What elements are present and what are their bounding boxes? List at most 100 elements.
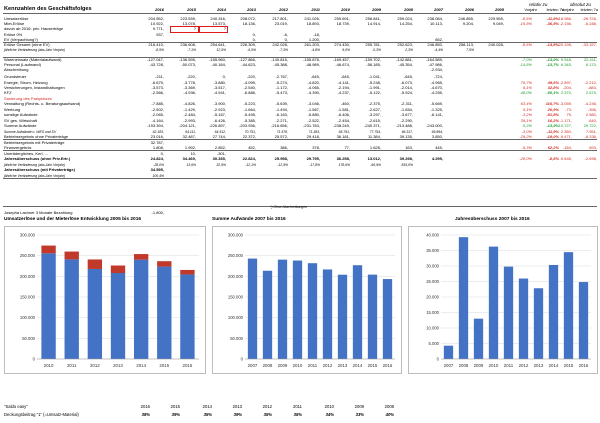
- value-cell: 242.028,: [272, 42, 288, 47]
- relative-vorjahr: -8,5%: [521, 16, 532, 21]
- value-cell: 204.552,: [148, 16, 164, 21]
- value-cell: -48.989,: [305, 62, 320, 67]
- bar-chart: 0 50.000 100.000 150.000 200.000 250.000 300.0…: [20, 233, 199, 368]
- relative-vorjahr: 39,1%: [520, 118, 532, 123]
- value-cell: -4.065,: [307, 85, 320, 90]
- value-cell: 10,: [190, 151, 196, 156]
- value-cell: -6.426,: [213, 118, 226, 123]
- x-tick-label: 2011: [504, 363, 514, 368]
- absolute-vorjahr: -1.171,: [559, 118, 572, 123]
- absolute-vorjahr: -20.198,: [557, 42, 572, 47]
- value-cell: 32,9%: [216, 163, 226, 167]
- value-cell: -12,1%: [245, 163, 256, 167]
- row-label: Versicherungen, Instandhaltungen: [4, 85, 65, 90]
- x-tick-label: 2016: [579, 363, 589, 368]
- bar: [503, 266, 514, 359]
- absolute-vorjahr: 79,: [566, 112, 572, 117]
- value-cell: -2.767,: [275, 74, 288, 79]
- value-cell: -231.783,: [303, 123, 320, 128]
- bar: [157, 266, 172, 359]
- relative-7a: -11,9%: [546, 129, 559, 134]
- value-cell: 255.691,: [334, 16, 350, 21]
- row-label: jährliche Veränderung (abs.Jahr Vorjahr): [4, 174, 65, 178]
- absolute-vorjahr: 10.727,: [558, 123, 572, 128]
- value-cell: 9.049,: [492, 21, 504, 26]
- value-cell: 77,: [344, 145, 350, 150]
- year-header: 2006: [465, 7, 474, 12]
- value-cell: 246.850,: [427, 42, 443, 47]
- x-tick-label: 2012: [519, 363, 529, 368]
- row-label: Verwaltung (Rechts- u. Beratungsaufwand): [4, 101, 81, 106]
- value-cell: 64.512,: [214, 130, 226, 134]
- value-cell: -4.941,: [213, 90, 226, 95]
- relative-vorjahr: 76,7%: [520, 80, 532, 85]
- y-tick-label: 300.000: [20, 233, 36, 238]
- chart-title: Jahresüberschuss 2007 bis 2016: [455, 217, 530, 222]
- bar: [180, 269, 195, 275]
- absolute-7a: -6.336,: [584, 134, 597, 139]
- relative-7a: 20,9%: [547, 107, 559, 112]
- row-label: Summe Aufwände: [4, 123, 37, 128]
- x-tick-label: 2013: [534, 363, 544, 368]
- value-cell: 18.136,: [242, 21, 256, 26]
- erlose-change-value: 12,5%: [216, 48, 226, 52]
- absolute-vorjahr: -18.986,: [557, 16, 572, 21]
- x-tick-label: 2015: [159, 363, 169, 368]
- value-cell: 100,4%: [152, 174, 165, 178]
- value-cell: 62.183,: [152, 130, 164, 134]
- bar: [157, 261, 172, 267]
- value-cell: 0,: [222, 74, 226, 79]
- row-separator: [3, 150, 597, 151]
- value-cell: 39.298,: [399, 156, 413, 161]
- value-cell: -5.669,: [430, 101, 443, 106]
- value-cell: -18,: [313, 32, 320, 37]
- value-cell: 10.113,: [429, 21, 443, 26]
- value-cell: -2.065,: [151, 112, 164, 117]
- value-cell: -4.099,: [243, 80, 256, 85]
- relative-vorjahr: -16,5%: [519, 21, 532, 26]
- value-cell: -6.886,: [243, 90, 256, 95]
- value-cell: -2.522,: [307, 118, 320, 123]
- value-cell: 261.203,: [304, 42, 320, 47]
- value-cell: -226.897,: [209, 123, 226, 128]
- bar: [382, 279, 393, 359]
- relative-7a: -13,0%: [546, 57, 559, 62]
- value-cell: -5.880,: [307, 112, 320, 117]
- value-cell: -301,: [216, 151, 226, 156]
- deckungsbeitrag-label: Deckungsbeitrag "1" (=Umsatz-Material): [4, 412, 79, 417]
- value-cell: 30.335,: [212, 156, 226, 161]
- y-tick-label: 100.000: [228, 315, 244, 320]
- y-tick-label: 200.000: [20, 274, 36, 279]
- value-cell: -169.457,: [333, 57, 350, 62]
- value-cell: -50.073,: [181, 62, 196, 67]
- x-tick-label: 2009: [474, 363, 484, 368]
- year-header: 2015: [187, 7, 196, 12]
- value-cell: -4.670,: [430, 85, 443, 90]
- value-cell: -645,: [340, 74, 350, 79]
- value-cell: -5.274,: [275, 80, 288, 85]
- x-tick-label: 2012: [90, 363, 100, 368]
- value-cell: 23.019,: [274, 21, 288, 26]
- row-label: Energie, Strom, Heizung: [4, 80, 48, 85]
- absolute-7a: -26.726,: [582, 16, 597, 21]
- x-tick-label: 2007: [444, 363, 454, 368]
- value-cell: -6.406,: [337, 112, 350, 117]
- value-cell: -6.073,: [400, 80, 413, 85]
- y-tick-label: 50.000: [22, 336, 35, 341]
- x-tick-label: 2016: [383, 363, 393, 368]
- bar: [87, 259, 103, 269]
- relative-vorjahr: -3,2%: [521, 112, 532, 117]
- relative-vorjahr: 5,1%: [522, 107, 532, 112]
- relative-7a: -11,8%: [546, 16, 559, 21]
- value-cell: -1.567,: [307, 107, 320, 112]
- value-cell: 23.016,: [150, 134, 164, 139]
- erlose-change-value: -6,5%: [247, 48, 256, 52]
- value-cell: 223.539,: [180, 16, 196, 21]
- relative-7a: -36,5%: [546, 21, 559, 26]
- relative-7a: 116,7%: [545, 101, 559, 106]
- row-label: Betriebsergebnis ohne Privaterträge: [4, 134, 69, 139]
- saldo-year: 2010: [324, 404, 334, 409]
- value-cell: -3.297,: [368, 112, 381, 117]
- relative-7a: -13,7%: [546, 62, 559, 67]
- value-cell: 11.384,: [367, 134, 381, 139]
